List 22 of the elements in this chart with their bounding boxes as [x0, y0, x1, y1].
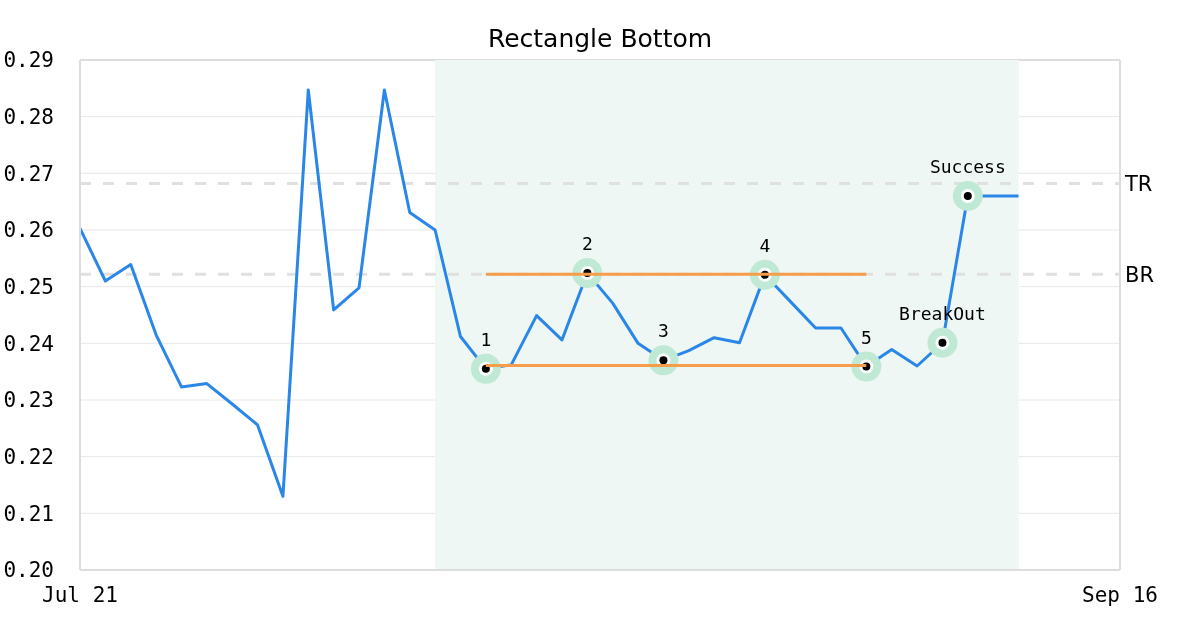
chart-title: Rectangle Bottom	[487, 24, 713, 53]
y-tick-label: 0.22	[3, 445, 54, 470]
x-tick-label: Sep 16	[1082, 582, 1158, 607]
y-tick-label: 0.29	[3, 48, 54, 73]
annotation: 3	[657, 319, 669, 341]
x-tick-label: Jul 21	[42, 582, 118, 607]
y-tick-label: 0.21	[3, 501, 54, 526]
annotation: 4	[759, 234, 771, 256]
y-tick-label: 0.23	[3, 388, 54, 413]
ref-line-label: BR	[1125, 262, 1154, 287]
annotation: 2	[581, 232, 593, 254]
y-tick-label: 0.26	[3, 218, 54, 243]
annotation: Success	[929, 155, 1006, 177]
ref-line-label: TR	[1124, 171, 1153, 196]
y-tick-label: 0.27	[3, 161, 54, 186]
y-tick-label: 0.20	[3, 558, 54, 583]
line-series	[78, 88, 1021, 498]
y-tick-label: 0.28	[3, 105, 54, 130]
y-tick-label: 0.24	[3, 331, 54, 356]
annotation: 1	[480, 328, 492, 350]
y-tick-label: 0.25	[3, 275, 54, 300]
annotation: 5	[860, 326, 872, 348]
